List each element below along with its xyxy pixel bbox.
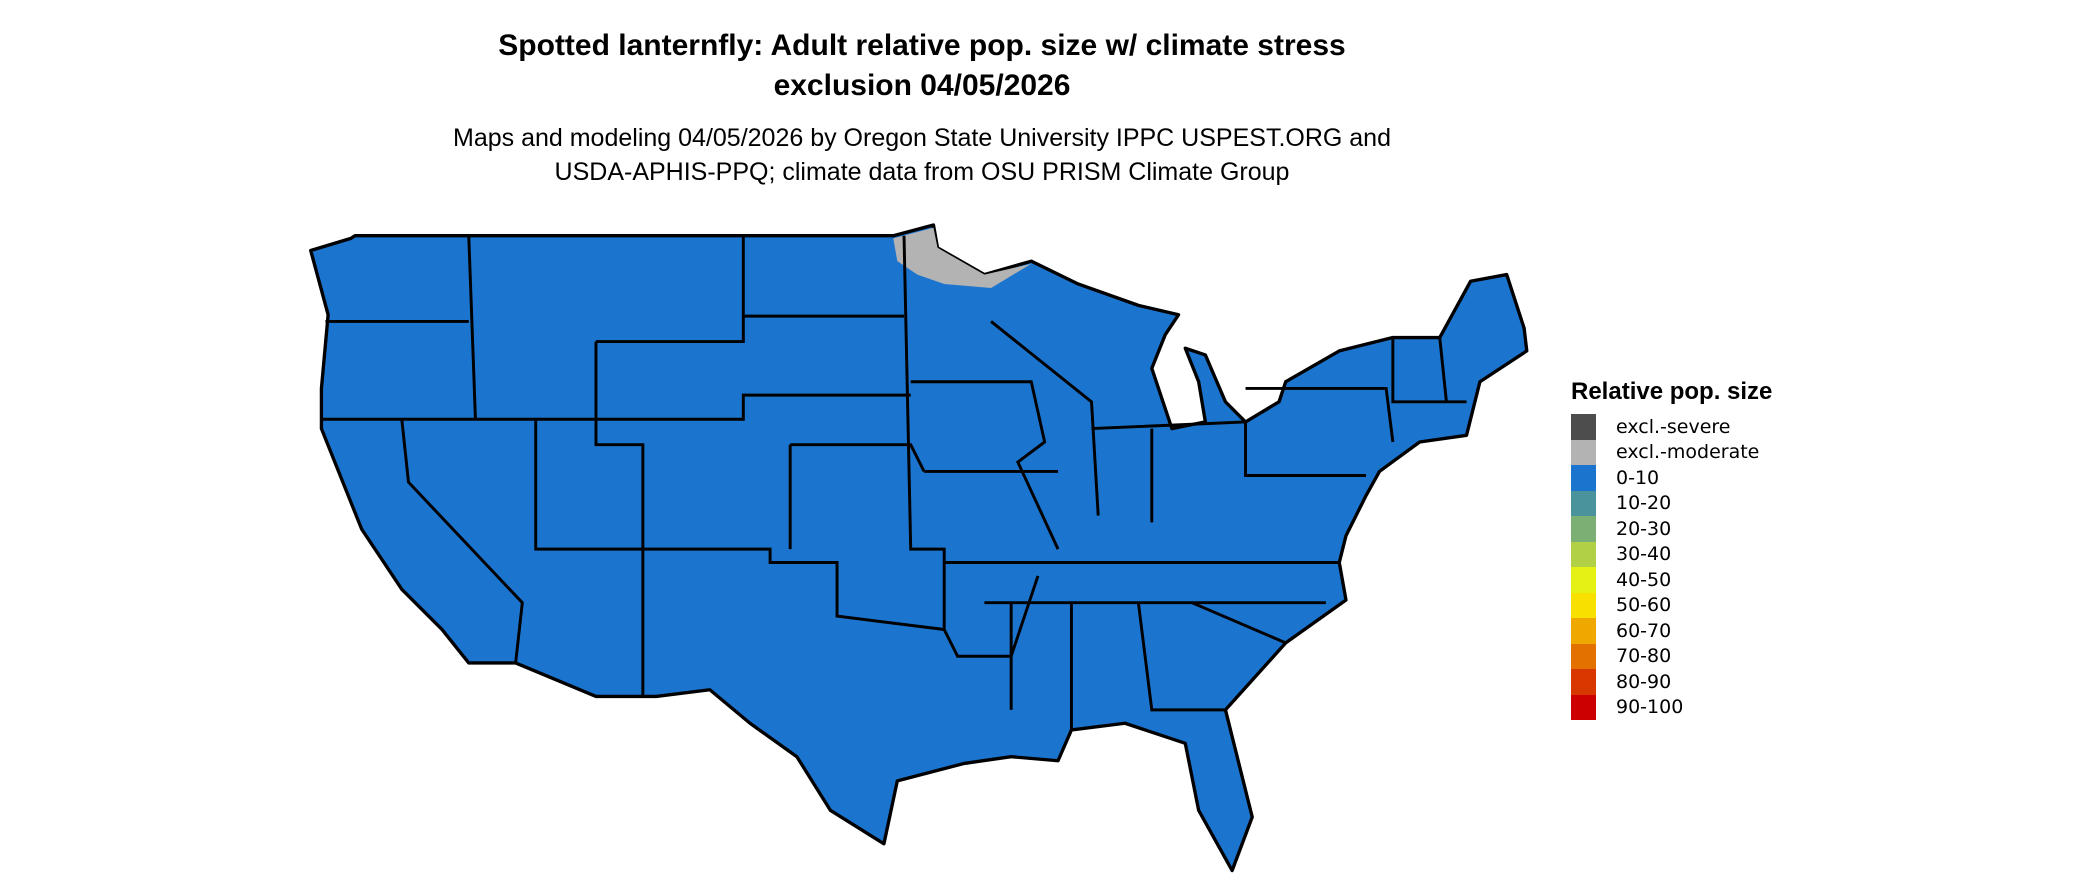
legend-label: 30-40 (1616, 543, 1672, 566)
legend-item: 10-20 (1571, 490, 1772, 516)
map-title-line-2: exclusion 04/05/2026 (773, 69, 1071, 102)
legend-label: excl.-moderate (1616, 441, 1760, 464)
legend-label: 60-70 (1616, 619, 1672, 642)
legend-item: 0-10 (1571, 465, 1772, 491)
legend-item: excl.-severe (1571, 414, 1772, 440)
legend-swatch (1571, 643, 1596, 669)
legend-items: excl.-severe excl.-moderate 0-10 10-20 20-30… (1571, 414, 1772, 720)
legend-item: 60-70 (1571, 618, 1772, 644)
legend-label: 10-20 (1616, 492, 1672, 515)
legend-item: 70-80 (1571, 643, 1772, 669)
legend-swatch (1571, 592, 1596, 618)
legend-swatch (1571, 567, 1596, 593)
legend-label: 20-30 (1616, 517, 1672, 540)
legend-swatch (1571, 694, 1596, 720)
legend-title: Relative pop. size (1571, 378, 1773, 405)
legend-swatch (1571, 465, 1596, 491)
excluded-moderate-area-minnesota (893, 227, 1032, 288)
legend-label: 50-60 (1616, 594, 1672, 617)
legend-swatch (1571, 414, 1596, 440)
legend-item: excl.-moderate (1571, 439, 1772, 465)
legend-item: 40-50 (1571, 567, 1772, 593)
map-subtitle-line-2: USDA-APHIS-PPQ; climate data from OSU PR… (554, 158, 1290, 186)
map-title-line-1: Spotted lanternfly: Adult relative pop. … (498, 29, 1346, 62)
legend-swatch (1571, 516, 1596, 542)
legend-swatch (1571, 618, 1596, 644)
legend-item: 80-90 (1571, 669, 1772, 695)
legend: Relative pop. size excl.-severe excl.-mod… (1571, 378, 1772, 720)
legend-label: excl.-severe (1616, 415, 1731, 438)
legend-label: 70-80 (1616, 645, 1672, 668)
legend-item: 30-40 (1571, 541, 1772, 567)
legend-swatch (1571, 439, 1596, 465)
legend-swatch (1571, 490, 1596, 516)
state-borders (321, 235, 1467, 730)
legend-item: 90-100 (1571, 694, 1772, 720)
legend-label: 80-90 (1616, 670, 1672, 693)
legend-swatch (1571, 669, 1596, 695)
legend-label: 40-50 (1616, 568, 1672, 591)
legend-swatch (1571, 541, 1596, 567)
legend-item: 50-60 (1571, 592, 1772, 618)
legend-label: 90-100 (1616, 696, 1684, 719)
legend-item: 20-30 (1571, 516, 1772, 542)
legend-label: 0-10 (1616, 466, 1660, 489)
map-subtitle-line-1: Maps and modeling 04/05/2026 by Oregon S… (453, 124, 1391, 152)
